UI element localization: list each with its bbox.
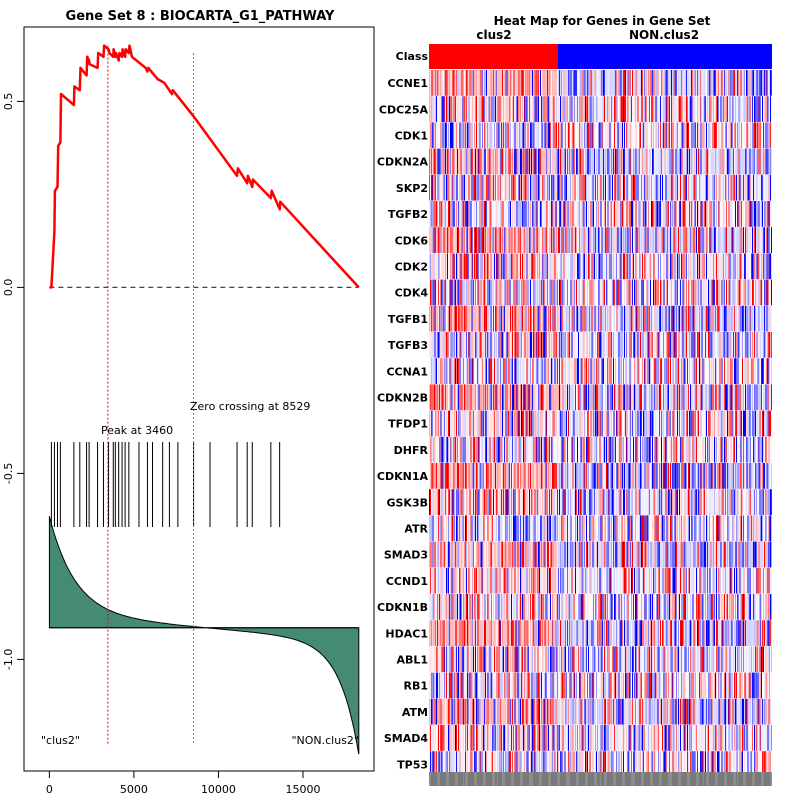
row-label-smad3: SMAD3: [384, 549, 428, 562]
enrichment-plot-title: Gene Set 8 : BIOCARTA_G1_PATHWAY: [66, 9, 335, 24]
heatmap-row-abl1: [429, 646, 772, 673]
heatmap-row-atm: [429, 698, 772, 725]
running-es-line: [49, 44, 360, 289]
heatmap-row-atr: [429, 515, 772, 542]
heatmap-row-cdkn2b: [429, 384, 772, 411]
class-bar: [429, 44, 772, 69]
y-tick-label-1: 0.0: [2, 279, 15, 297]
class-bar-non-clus2: [557, 44, 772, 69]
zero-crossing-label: Zero crossing at 8529: [190, 400, 310, 413]
row-label-cdkn2a: CDKN2A: [377, 156, 429, 169]
right-group-label: "NON.clus2": [291, 734, 359, 747]
heatmap-row-gsk3b: [429, 489, 772, 515]
heatmap-row-tgfb3: [429, 332, 772, 358]
heatmap-row-cdkn1a: [429, 463, 772, 489]
y-tick-label-0: 0.5: [2, 93, 15, 111]
column-labels-strip: [429, 772, 772, 786]
row-label-cdk6: CDK6: [395, 234, 429, 247]
x-tick-label-3: 15000: [285, 783, 320, 796]
heatmap-row-cdkn2a: [429, 148, 772, 175]
heatmap-title: Heat Map for Genes in Gene Set: [494, 14, 711, 28]
heatmap-panel: Heat Map for Genes in Gene Set clus2 NON…: [377, 14, 772, 786]
row-label-cdk1: CDK1: [395, 130, 428, 143]
heatmap-row-ccne1: [429, 70, 772, 96]
row-label-cdkn1b: CDKN1B: [377, 601, 428, 614]
heatmap-row-cdk6: [429, 227, 772, 253]
group-label-clus2: clus2: [476, 28, 511, 42]
heatmap-row-labels: CCNE1 CDC25A CDK1 CDKN2A SKP2 TGFB2 CDK6 CDK2 CD…: [377, 77, 429, 771]
heatmap-row-hdac1: [429, 620, 772, 646]
class-row-label: Class: [396, 50, 429, 63]
heatmap-row-tgfb2: [429, 201, 772, 227]
heatmap-row-dhfr: [429, 436, 772, 463]
heatmap-row-ccnd1: [429, 567, 772, 594]
row-label-cdk4: CDK4: [395, 287, 429, 300]
row-label-gsk3b: GSK3B: [386, 496, 428, 509]
ranked-metric-area: [48, 516, 360, 755]
heatmap-cells: [429, 70, 772, 777]
peak-label: Peak at 3460: [101, 424, 173, 437]
heatmap-row-cdk1: [429, 122, 772, 149]
row-label-skp2: SKP2: [396, 182, 428, 195]
row-label-cdc25a: CDC25A: [379, 103, 429, 116]
row-label-tgfb1: TGFB1: [388, 313, 428, 326]
row-label-atm: ATM: [402, 706, 428, 719]
heatmap-row-cdkn1b: [429, 594, 772, 620]
heatmap-row-cdc25a: [429, 96, 772, 122]
row-label-hdac1: HDAC1: [385, 627, 428, 640]
heatmap-row-tgfb1: [429, 305, 772, 332]
y-tick-label-2: -0.5: [2, 463, 15, 484]
row-label-ccne1: CCNE1: [387, 77, 428, 90]
row-label-ccna1: CCNA1: [386, 365, 428, 378]
row-label-cdk2: CDK2: [395, 261, 428, 274]
row-label-tgfb3: TGFB3: [388, 339, 428, 352]
group-label-non-clus2: NON.clus2: [629, 28, 699, 42]
row-label-dhfr: DHFR: [394, 444, 429, 457]
row-label-tgfb2: TGFB2: [388, 208, 428, 221]
enrichment-plot-frame: [23, 26, 375, 772]
row-label-atr: ATR: [404, 523, 428, 536]
left-group-label: "clus2": [41, 734, 80, 747]
heatmap-row-skp2: [429, 174, 772, 201]
row-label-cdkn1a: CDKN1A: [377, 470, 429, 483]
y-tick-label-3: -1.0: [2, 649, 15, 670]
enrichment-plot-marks: [48, 44, 360, 755]
row-label-abl1: ABL1: [396, 654, 428, 667]
heatmap-row-cdk2: [429, 253, 772, 280]
heatmap-row-smad3: [429, 541, 772, 568]
row-label-smad4: SMAD4: [384, 732, 429, 745]
enrichment-plot-axes: 0 5000 10000 15000 0.5 0.0 -0.5 -1.0: [2, 93, 320, 796]
row-label-cdkn2b: CDKN2B: [377, 392, 428, 405]
enrichment-plot: Gene Set 8 : BIOCARTA_G1_PATHWAY 0 5000 10…: [2, 9, 375, 796]
heatmap-row-cdk4: [429, 279, 772, 306]
heatmap-row-ccna1: [429, 358, 772, 384]
row-label-ccnd1: CCND1: [386, 575, 428, 588]
x-tick-label-2: 10000: [201, 783, 236, 796]
heatmap-row-smad4: [429, 725, 772, 751]
column-label-glyphs: [429, 772, 772, 786]
row-label-rb1: RB1: [403, 680, 428, 693]
row-label-tp53: TP53: [397, 758, 428, 771]
x-tick-label-1: 5000: [120, 783, 148, 796]
row-label-tfdp1: TFDP1: [388, 418, 428, 431]
heatmap-row-rb1: [429, 672, 772, 699]
class-bar-clus2: [429, 44, 558, 69]
x-tick-label-0: 0: [46, 783, 53, 796]
column-labels-bg: [429, 772, 772, 786]
heatmap-row-tfdp1: [429, 410, 772, 437]
